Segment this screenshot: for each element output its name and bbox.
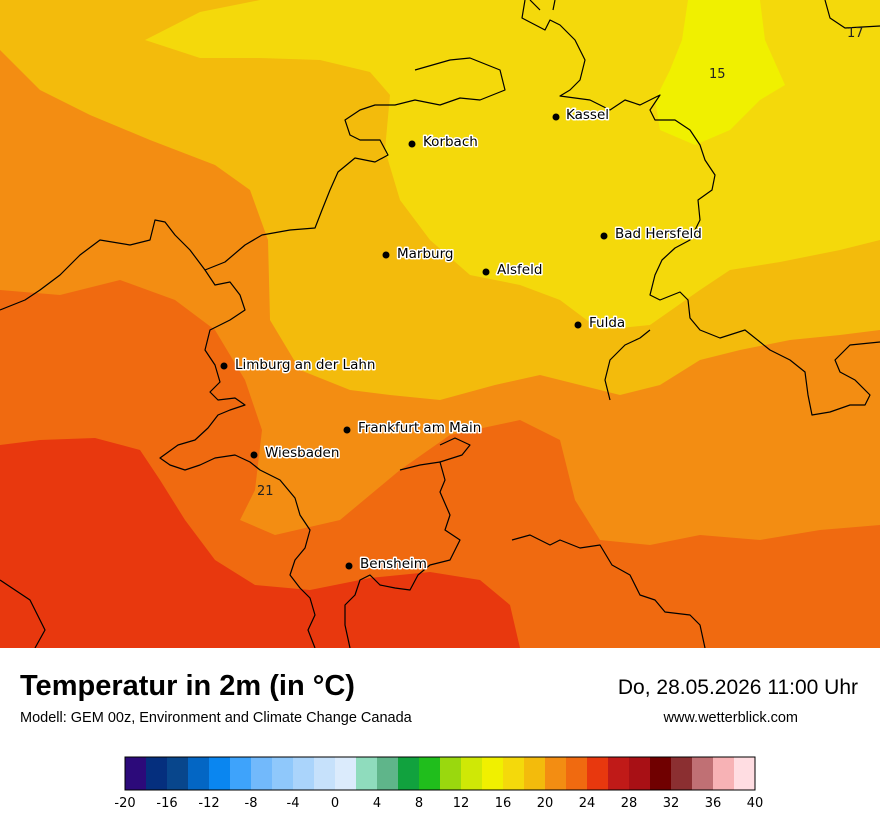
map-footer: Temperatur in 2m (in °C) Modell: GEM 00z… bbox=[0, 648, 880, 830]
legend-tick-label: 16 bbox=[495, 796, 512, 811]
legend-swatch bbox=[524, 757, 546, 790]
legend-swatch bbox=[398, 757, 420, 790]
city-label-bensheim: Bensheim bbox=[360, 556, 427, 572]
legend-tick-label: 32 bbox=[663, 796, 680, 811]
city-alsfeld: Alsfeld bbox=[482, 261, 544, 280]
city-limburg: Limburg an der Lahn bbox=[220, 356, 377, 375]
legend-swatch bbox=[692, 757, 714, 790]
legend-tick-label: 4 bbox=[373, 796, 381, 811]
legend-tick-label: -12 bbox=[198, 796, 219, 811]
legend-swatch bbox=[188, 757, 210, 790]
legend-swatch bbox=[482, 757, 504, 790]
city-marburg: Marburg bbox=[382, 245, 455, 264]
temp-band-14-16 bbox=[655, 0, 785, 145]
legend-tick-label: -4 bbox=[287, 796, 300, 811]
forecast-datetime: Do, 28.05.2026 11:00 Uhr bbox=[617, 676, 858, 699]
city-label-wiesbaden: Wiesbaden bbox=[265, 445, 339, 461]
city-label-alsfeld: Alsfeld bbox=[497, 262, 542, 278]
city-marker bbox=[220, 362, 228, 370]
city-label-frankfurt: Frankfurt am Main bbox=[358, 420, 481, 436]
legend-tick-label: 36 bbox=[705, 796, 722, 811]
legend-tick-label: 24 bbox=[579, 796, 596, 811]
legend-swatch bbox=[209, 757, 231, 790]
city-marker bbox=[482, 268, 490, 276]
city-label-fulda: Fulda bbox=[589, 315, 625, 331]
city-marker bbox=[382, 251, 390, 259]
legend-swatch bbox=[230, 757, 252, 790]
legend-swatch bbox=[125, 757, 147, 790]
legend-tick-label: -20 bbox=[114, 796, 135, 811]
legend-swatches bbox=[124, 756, 756, 791]
legend-swatch bbox=[608, 757, 630, 790]
legend-tick-label: 20 bbox=[537, 796, 554, 811]
legend-swatch bbox=[545, 757, 567, 790]
city-marker bbox=[250, 451, 258, 459]
legend-swatch bbox=[629, 757, 651, 790]
legend-swatch bbox=[356, 757, 378, 790]
city-wiesbaden: Wiesbaden bbox=[250, 444, 341, 463]
legend-tick-label: -16 bbox=[156, 796, 177, 811]
city-kassel: Kassel bbox=[552, 106, 611, 125]
legend-swatch bbox=[734, 757, 756, 790]
city-marker bbox=[600, 232, 608, 240]
legend-tick-label: 12 bbox=[453, 796, 470, 811]
legend-tick-label: 40 bbox=[747, 796, 764, 811]
legend-tick-label: -8 bbox=[245, 796, 258, 811]
legend-swatch bbox=[587, 757, 609, 790]
isoline-label-21: 21 bbox=[257, 484, 274, 499]
map-title: Temperatur in 2m (in °C) bbox=[20, 670, 355, 702]
legend-swatch bbox=[461, 757, 483, 790]
legend-swatch bbox=[650, 757, 672, 790]
legend-tick-label: 0 bbox=[331, 796, 339, 811]
legend-swatch bbox=[272, 757, 294, 790]
city-marker bbox=[552, 113, 560, 121]
legend-swatch bbox=[335, 757, 357, 790]
legend-swatch bbox=[671, 757, 693, 790]
legend-swatch bbox=[377, 757, 399, 790]
legend-swatch bbox=[419, 757, 441, 790]
city-bad-hersfeld: Bad Hersfeld bbox=[600, 225, 703, 244]
legend-swatch bbox=[440, 757, 462, 790]
city-marker bbox=[343, 426, 351, 434]
city-marker bbox=[574, 321, 582, 329]
model-info: Modell: GEM 00z, Environment and Climate… bbox=[20, 710, 412, 726]
city-label-korbach: Korbach bbox=[423, 134, 478, 150]
color-legend: -20 -16 -12 -8 -4 0 4 8 12 16 20 24 28 32 36 40 bbox=[114, 756, 763, 811]
city-korbach: Korbach bbox=[408, 133, 479, 152]
isoline-label-17: 17 bbox=[847, 26, 864, 41]
legend-swatch bbox=[314, 757, 336, 790]
state-borders bbox=[0, 0, 880, 648]
legend-swatch bbox=[167, 757, 189, 790]
legend-tick-label: 28 bbox=[621, 796, 638, 811]
city-label-limburg: Limburg an der Lahn bbox=[235, 357, 375, 373]
city-marker bbox=[408, 140, 416, 148]
legend-ticks: -20 -16 -12 -8 -4 0 4 8 12 16 20 24 28 32 36 40 bbox=[114, 796, 763, 811]
city-bensheim: Bensheim bbox=[345, 555, 428, 574]
isoline-label-15: 15 bbox=[709, 67, 726, 82]
legend-frame bbox=[124, 756, 756, 791]
legend-swatch bbox=[293, 757, 315, 790]
legend-swatch bbox=[566, 757, 588, 790]
website-link: www.wetterblick.com bbox=[663, 710, 798, 726]
city-fulda: Fulda bbox=[574, 314, 627, 333]
city-frankfurt: Frankfurt am Main bbox=[343, 419, 483, 438]
legend-swatch bbox=[503, 757, 525, 790]
city-label-bad-hersfeld: Bad Hersfeld bbox=[615, 226, 702, 242]
legend-tick-label: 8 bbox=[415, 796, 423, 811]
legend-swatch bbox=[713, 757, 735, 790]
temp-band-24-26 bbox=[0, 438, 520, 648]
temperature-map: 17 15 21 Kassel Korbach Bad Hersfeld Mar… bbox=[0, 0, 880, 648]
city-marker bbox=[345, 562, 353, 570]
city-label-kassel: Kassel bbox=[566, 107, 609, 123]
city-label-marburg: Marburg bbox=[397, 246, 453, 262]
legend-swatch bbox=[251, 757, 273, 790]
legend-swatch bbox=[146, 757, 168, 790]
